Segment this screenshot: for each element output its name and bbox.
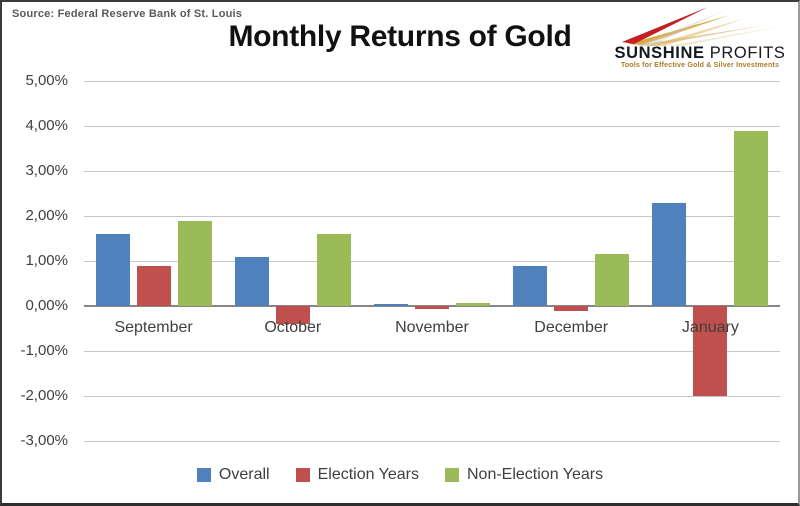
x-axis-category-label: January [681,319,739,336]
gridline [84,396,780,397]
x-axis-category-label: October [264,319,322,336]
sunburst-rays-icon [622,7,782,46]
gridline [84,261,780,262]
legend-label: Election Years [317,466,419,483]
x-axis-category-label: September [114,319,193,336]
bar-overall-january [652,202,687,306]
bar-overall-october [234,256,269,306]
chart-title: Monthly Returns of Gold [228,20,572,53]
logo-word-profits: PROFITS [704,44,786,62]
gridline [84,81,780,82]
sunshine-profits-logo: SUNSHINE PROFITS Tools for Effective Gol… [610,6,790,72]
x-axis-category-label: November [395,319,469,336]
y-axis-tick-label: -1,00% [20,342,68,359]
y-axis-tick-label: 4,00% [25,117,68,134]
legend-label: Overall [218,466,270,483]
legend-swatch [445,468,459,482]
gridline [84,351,780,352]
y-axis-tick-label: 5,00% [25,72,68,89]
bar-non-election-years-september [177,220,212,306]
y-axis-tick-label: -2,00% [20,387,68,404]
bar-non-election-years-november [456,302,490,306]
logo-wordmark: SUNSHINE PROFITS [610,44,790,63]
y-axis-tick-label: 1,00% [25,252,68,269]
bar-election-years-october [275,306,310,324]
bar-non-election-years-october [316,234,351,306]
legend-item-overall: Overall [196,466,270,484]
bar-election-years-december [554,306,589,312]
y-axis-tick-label: -3,00% [20,432,68,449]
bar-overall-november [374,304,408,306]
y-axis-tick-label: 0,00% [25,297,68,314]
logo-tagline: Tools for Effective Gold & Silver Invest… [620,62,780,69]
x-axis-category-label: December [534,319,609,336]
y-axis-tick-label: 2,00% [25,207,68,224]
legend-item-election-years: Election Years [295,466,419,484]
y-axis-tick-label: 3,00% [25,162,68,179]
bar-overall-december [513,265,548,306]
bar-election-years-january [693,306,728,396]
legend-label: Non-Election Years [467,466,604,483]
bar-non-election-years-january [734,130,769,306]
source-attribution: Source: Federal Reserve Bank of St. Loui… [12,8,243,20]
bar-election-years-november [415,306,449,310]
legend-item-non-election-years: Non-Election Years [445,466,603,484]
gridline [84,441,780,442]
bar-election-years-september [136,265,171,306]
gridline [84,216,780,217]
gridline [84,171,780,172]
chart-legend: Overall Election Years Non-Election Years [2,466,798,484]
bar-overall-september [95,234,130,306]
legend-swatch [295,468,310,482]
legend-swatch [196,468,211,482]
logo-word-sunshine: SUNSHINE [614,44,705,62]
gridline [84,126,780,127]
bar-non-election-years-december [595,254,630,306]
